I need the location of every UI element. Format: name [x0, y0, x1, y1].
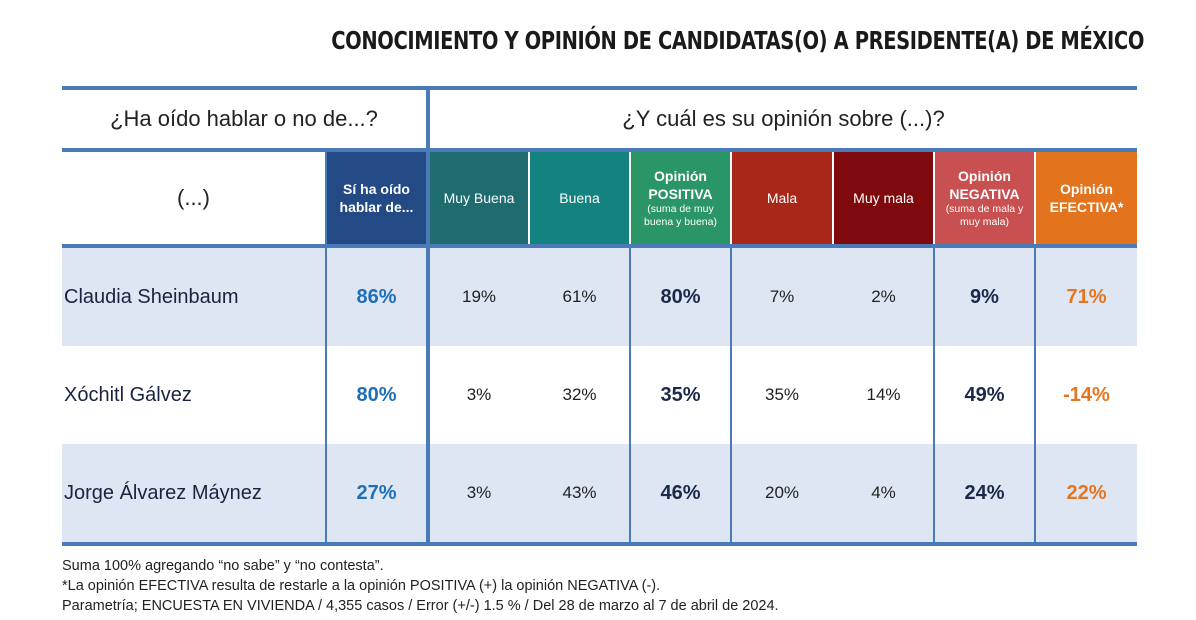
negativa-value: 9%	[970, 285, 999, 308]
table-row: Xóchitl Gálvez 80% 3% 32% 35% 35% 14% 49…	[62, 346, 1137, 444]
question-right: ¿Y cuál es su opinión sobre (...)?	[622, 106, 945, 131]
header-name: (...)	[62, 152, 325, 244]
divider-positiva-left	[629, 248, 631, 542]
header-mala: Mala	[732, 152, 832, 244]
header-known: Sí ha oído hablar de...	[327, 152, 426, 244]
buena-value: 32%	[562, 385, 597, 404]
efectiva-value: 71%	[1066, 285, 1107, 308]
divider-negativa-left	[933, 248, 935, 542]
muy-mala-value: 4%	[871, 483, 896, 502]
buena-value: 43%	[562, 483, 597, 502]
positiva-value: 80%	[660, 285, 701, 308]
top-rule	[62, 86, 1137, 90]
negativa-value: 49%	[964, 383, 1005, 406]
header-buena: Buena	[530, 152, 629, 244]
candidate-name: Xóchitl Gálvez	[64, 383, 192, 406]
buena-value: 61%	[562, 287, 597, 306]
page-title: CONOCIMIENTO Y OPINIÓN DE CANDIDATAS(O) …	[331, 26, 1144, 55]
table-row: Jorge Álvarez Máynez 27% 3% 43% 46% 20% …	[62, 444, 1137, 542]
footnote-line: *La opinión EFECTIVA resulta de restarle…	[62, 578, 661, 594]
muy-buena-value: 19%	[461, 287, 497, 306]
positiva-value: 35%	[660, 383, 701, 406]
divider-main	[426, 90, 430, 542]
header-muy-buena: Muy Buena	[430, 152, 528, 244]
mala-value: 20%	[764, 483, 800, 502]
divider-known	[325, 152, 327, 542]
bottom-rule	[62, 542, 1137, 546]
header-muy-mala: Muy mala	[834, 152, 933, 244]
known-value: 80%	[356, 383, 397, 406]
candidate-name: Jorge Álvarez Máynez	[64, 481, 262, 504]
known-value: 27%	[356, 481, 397, 504]
efectiva-value: 22%	[1066, 481, 1107, 504]
mala-value: 35%	[764, 385, 800, 404]
divider-positiva-right	[730, 248, 732, 542]
negativa-value: 24%	[964, 481, 1005, 504]
divider-negativa-right	[1034, 248, 1036, 542]
header-positiva: Opinión POSITIVA (suma de muy buena y bu…	[631, 152, 730, 244]
header-bottom-rule	[62, 244, 1137, 248]
candidate-name: Claudia Sheinbaum	[64, 285, 239, 308]
footnotes: Suma 100% agregando “no sabe” y “no cont…	[62, 556, 779, 616]
table-row: Claudia Sheinbaum 86% 19% 61% 80% 7% 2% …	[62, 248, 1137, 346]
known-value: 86%	[356, 285, 397, 308]
header-negativa: Opinión NEGATIVA (suma de mala y muy mal…	[935, 152, 1034, 244]
muy-mala-value: 2%	[871, 287, 896, 306]
footnote-line: Parametría; ENCUESTA EN VIVIENDA / 4,355…	[62, 598, 779, 614]
efectiva-value: -14%	[1063, 383, 1110, 406]
header-rule	[62, 148, 1137, 152]
muy-buena-value: 3%	[466, 385, 492, 404]
header-efectiva: Opinión EFECTIVA*	[1036, 152, 1137, 244]
footnote-line: Suma 100% agregando “no sabe” y “no cont…	[62, 558, 384, 574]
question-left: ¿Ha oído hablar o no de...?	[110, 106, 378, 131]
mala-value: 7%	[769, 287, 795, 306]
muy-buena-value: 3%	[466, 483, 492, 502]
positiva-value: 46%	[660, 481, 701, 504]
muy-mala-value: 14%	[866, 385, 901, 404]
